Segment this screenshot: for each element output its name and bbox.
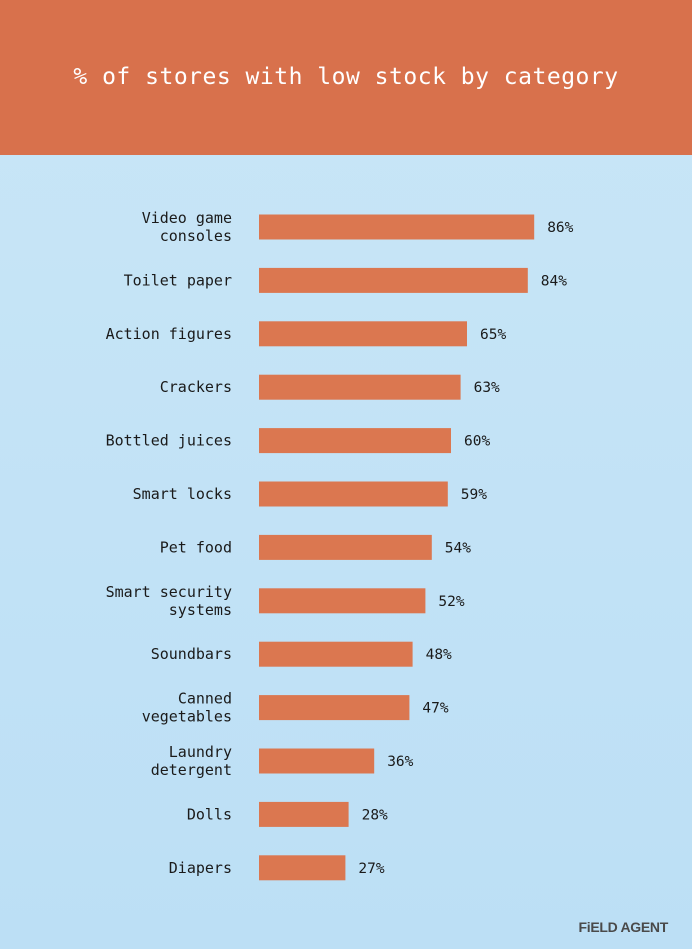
data-label: 54% (445, 540, 471, 556)
category-label: Action figures (106, 325, 232, 343)
category-label: Diapers (169, 859, 232, 877)
category-label: Pet food (160, 538, 232, 556)
category-label: Video game (142, 209, 232, 227)
bar (259, 321, 467, 347)
bar (259, 641, 413, 667)
bar (259, 428, 451, 454)
category-label: Canned (178, 690, 232, 708)
bar (259, 748, 375, 774)
bar (259, 588, 426, 614)
category-label: consoles (160, 227, 232, 245)
category-label: Dolls (187, 805, 232, 823)
category-label: vegetables (142, 708, 232, 726)
category-label: Crackers (160, 378, 232, 396)
category-label: Bottled juices (106, 432, 232, 450)
bar (259, 534, 432, 560)
data-label: 60% (464, 434, 490, 450)
category-label: systems (169, 601, 232, 619)
category-label: Soundbars (151, 645, 232, 663)
bar (259, 214, 535, 240)
header-banner: % of stores with low stock by category (0, 0, 692, 155)
bar (259, 695, 410, 721)
data-label: 27% (358, 861, 384, 877)
field-agent-logo: FiELD AGENT (578, 919, 668, 935)
data-label: 36% (387, 754, 413, 770)
data-label: 65% (480, 327, 506, 343)
category-label: Toilet paper (124, 271, 232, 289)
data-label: 63% (474, 380, 500, 396)
bar (259, 855, 346, 881)
data-label: 59% (461, 487, 487, 503)
data-label: 86% (547, 220, 573, 236)
bar (259, 374, 461, 400)
bar (259, 267, 528, 293)
bar (259, 801, 349, 827)
data-label: 52% (438, 594, 464, 610)
category-label: Smart security (106, 583, 232, 601)
data-label: 47% (422, 701, 448, 717)
category-label: Smart locks (133, 485, 232, 503)
data-label: 84% (541, 273, 567, 289)
category-label: detergent (151, 761, 232, 779)
bar (259, 481, 448, 507)
data-label: 48% (426, 647, 452, 663)
data-label: 28% (362, 807, 388, 823)
chart-title: % of stores with low stock by category (73, 64, 619, 90)
category-label: Laundry (169, 743, 232, 761)
